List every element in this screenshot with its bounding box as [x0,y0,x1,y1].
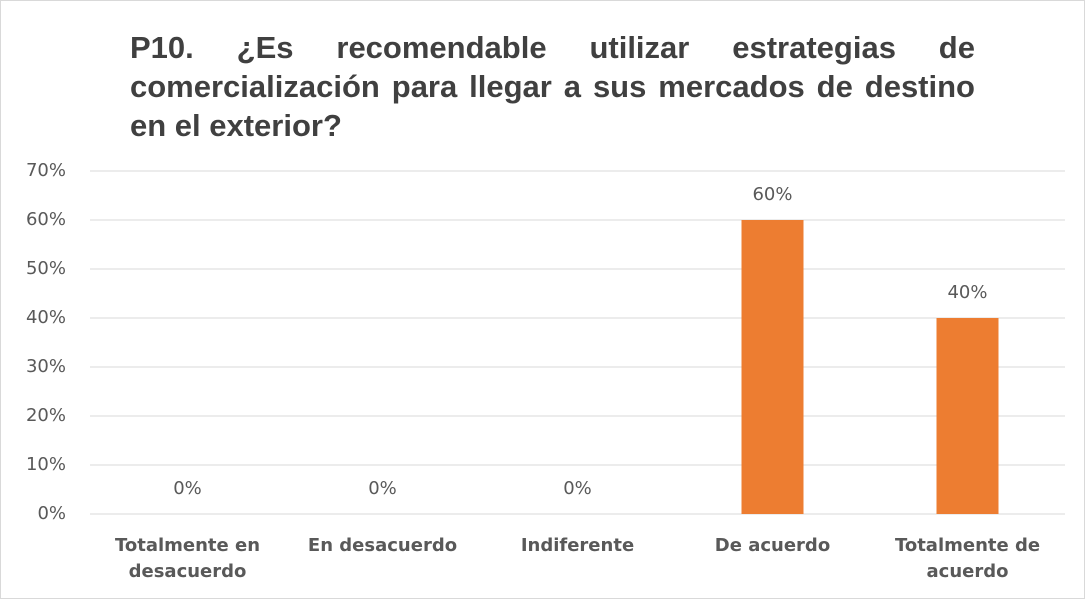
data-label: 60% [752,184,792,205]
chart-title: P10. ¿Es recomendable utilizar estrategi… [130,30,975,143]
bar [741,220,804,514]
y-tick-label: 60% [26,209,66,230]
data-label: 0% [173,478,202,499]
data-label: 0% [563,478,592,499]
y-tick-label: 0% [37,503,66,524]
x-tick-label: Totalmente de acuerdo [894,535,1041,582]
data-label: 0% [368,478,397,499]
y-tick-label: 40% [26,307,66,328]
y-tick-label: 30% [26,356,66,377]
y-tick-label: 70% [26,160,66,181]
x-tick-label: Indiferente [520,535,635,556]
y-tick-label: 50% [26,258,66,279]
x-tick-label: En desacuerdo [307,535,458,556]
x-tick-label: De acuerdo [714,535,831,556]
bar [936,318,999,514]
x-tick-label: Totalmente en desacuerdo [114,535,261,582]
y-tick-label: 10% [26,454,66,475]
data-label: 40% [947,282,987,303]
y-tick-label: 20% [26,405,66,426]
